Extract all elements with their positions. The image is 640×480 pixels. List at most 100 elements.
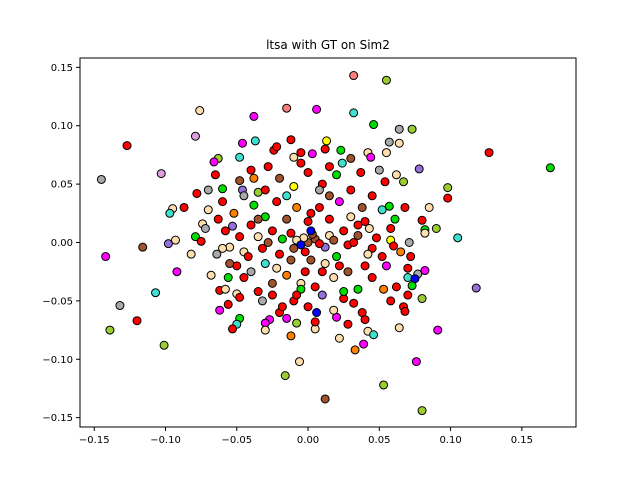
data-point: [286, 228, 296, 238]
y-tick-label: −0.05: [42, 296, 73, 307]
data-point: [314, 202, 324, 212]
data-point: [329, 305, 339, 315]
data-point: [394, 138, 404, 148]
data-point: [267, 226, 277, 236]
data-point: [289, 181, 299, 191]
data-point: [218, 184, 228, 194]
data-point: [282, 103, 292, 113]
data-point: [339, 226, 349, 236]
data-point: [272, 142, 282, 152]
data-point: [151, 288, 161, 298]
data-point: [243, 252, 253, 262]
y-tick-label: 0.15: [51, 63, 73, 74]
data-point: [235, 152, 245, 162]
data-point: [122, 141, 132, 151]
data-point: [417, 406, 427, 416]
data-point: [310, 282, 320, 292]
data-point: [306, 208, 316, 218]
data-point: [249, 111, 259, 121]
data-point: [310, 317, 320, 327]
data-point: [366, 152, 376, 162]
data-point: [343, 319, 353, 329]
data-point: [253, 287, 263, 297]
data-point: [377, 252, 387, 262]
data-point: [286, 255, 296, 265]
data-point: [332, 252, 342, 262]
data-point: [253, 232, 263, 242]
data-point: [324, 162, 334, 172]
data-point: [396, 247, 406, 257]
data-point: [360, 315, 370, 325]
data-point: [190, 131, 200, 141]
data-point: [312, 308, 322, 318]
data-point: [420, 228, 430, 238]
y-tick-label: 0.10: [51, 121, 73, 132]
data-point: [239, 273, 249, 283]
data-point: [260, 325, 270, 335]
data-point: [235, 292, 245, 302]
y-axis: −0.15 −0.10 −0.05 0.00 0.05 0.10 0.15: [42, 63, 80, 424]
data-point: [138, 242, 148, 252]
data-point: [246, 220, 256, 230]
data-point: [213, 214, 223, 224]
data-point: [334, 197, 344, 207]
data-point: [203, 185, 213, 195]
data-point: [384, 137, 394, 147]
data-point: [282, 313, 292, 323]
data-point: [403, 290, 413, 300]
data-point: [292, 202, 302, 212]
data-point: [260, 259, 270, 269]
data-point: [209, 157, 219, 167]
data-point: [394, 323, 404, 333]
data-point: [324, 191, 334, 201]
data-point: [360, 216, 370, 226]
data-point: [545, 163, 555, 173]
data-point: [411, 357, 421, 367]
data-point: [346, 153, 356, 163]
data-point: [443, 183, 453, 193]
data-point: [369, 120, 379, 130]
data-point: [277, 234, 287, 244]
data-point: [329, 235, 339, 245]
data-point: [225, 259, 235, 269]
data-point: [381, 75, 391, 85]
data-point: [343, 267, 353, 277]
data-point: [386, 296, 396, 306]
data-point: [101, 252, 111, 262]
data-point: [349, 108, 359, 118]
data-point: [484, 148, 494, 158]
data-point: [322, 136, 332, 146]
data-point: [303, 167, 313, 177]
data-point: [367, 191, 377, 201]
x-tick-label: −0.05: [221, 435, 252, 446]
data-point: [420, 266, 430, 276]
data-point: [379, 284, 389, 294]
data-point: [357, 202, 367, 212]
y-tick-label: 0.05: [51, 180, 73, 191]
data-point: [165, 208, 175, 218]
data-point: [235, 232, 245, 242]
data-point: [349, 71, 359, 81]
data-point: [267, 290, 277, 300]
data-point: [371, 233, 381, 243]
data-point: [389, 241, 399, 251]
data-point: [296, 148, 306, 158]
data-point: [303, 216, 313, 226]
data-point: [253, 214, 263, 224]
data-point: [228, 324, 238, 334]
data-point: [220, 284, 230, 294]
data-point: [471, 283, 481, 293]
data-point: [186, 249, 196, 259]
data-point: [369, 330, 379, 340]
data-point: [277, 302, 287, 312]
data-point: [306, 226, 316, 236]
data-point: [377, 205, 387, 215]
data-point: [286, 331, 296, 341]
data-point: [314, 239, 324, 249]
data-point: [443, 193, 453, 203]
y-tick-label: −0.15: [42, 413, 73, 424]
plot-frame: [79, 57, 577, 428]
data-point: [334, 261, 344, 271]
data-point: [282, 270, 292, 280]
